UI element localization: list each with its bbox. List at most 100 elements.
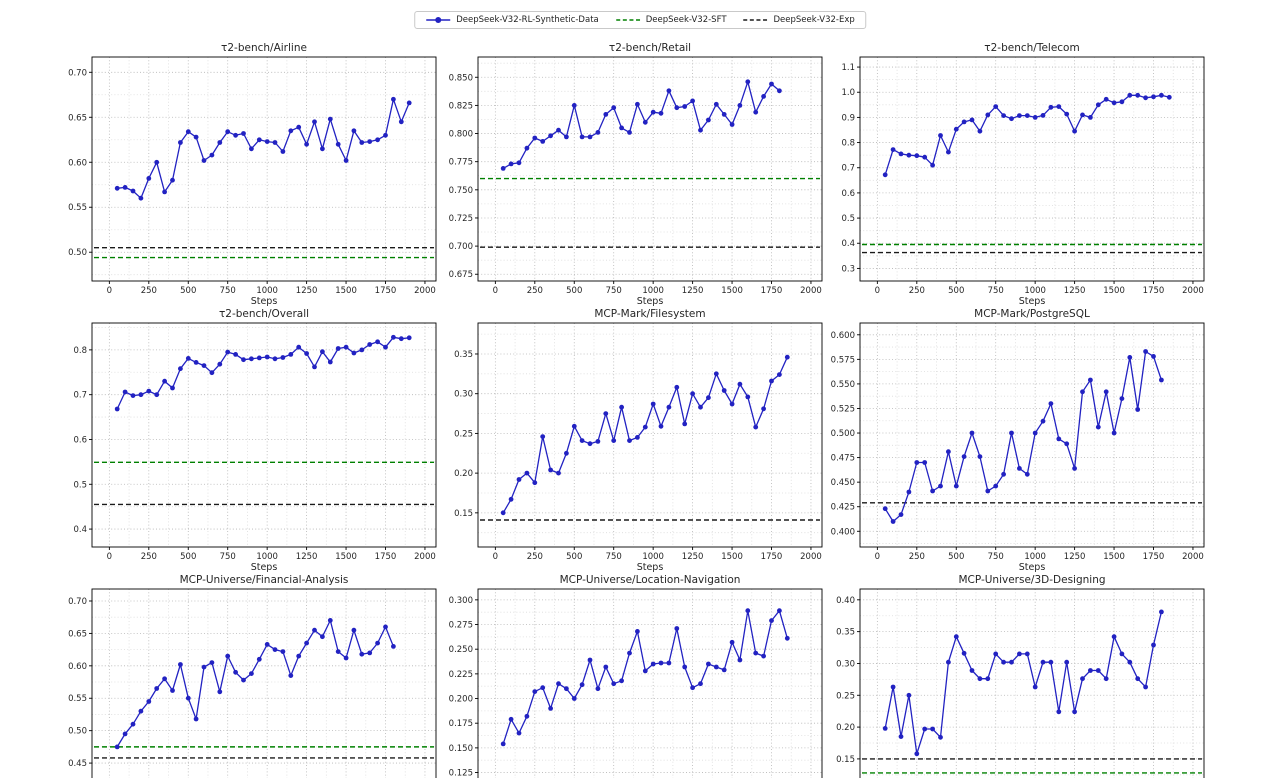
legend: DeepSeek-V32-RL-Synthetic-Data DeepSeek-… (414, 11, 866, 29)
svg-text:1500: 1500 (335, 552, 357, 562)
svg-text:0.525: 0.525 (831, 404, 855, 414)
svg-text:0.5: 0.5 (841, 214, 855, 224)
svg-text:Steps: Steps (251, 562, 278, 573)
svg-text:0.775: 0.775 (449, 158, 473, 168)
svg-text:0.150: 0.150 (449, 744, 473, 754)
svg-text:1250: 1250 (1064, 552, 1086, 562)
svg-text:0.725: 0.725 (449, 214, 473, 224)
svg-text:0.55: 0.55 (68, 203, 87, 213)
svg-text:0.300: 0.300 (449, 596, 473, 606)
svg-text:0.7: 0.7 (841, 164, 855, 174)
chart-mcp-mark-filesystem: 0 250 500 750 1000 1250 1500 1750 2000 0.15 0.20 0.… (430, 307, 826, 573)
svg-text:1750: 1750 (1143, 552, 1165, 562)
svg-text:0.8: 0.8 (73, 346, 87, 356)
svg-text:0.25: 0.25 (454, 429, 473, 439)
svg-text:2000: 2000 (1182, 286, 1204, 296)
svg-text:1500: 1500 (1103, 552, 1125, 562)
svg-text:0.4: 0.4 (841, 239, 855, 249)
svg-text:250: 250 (909, 286, 925, 296)
svg-text:500: 500 (180, 286, 196, 296)
svg-text:0.45: 0.45 (68, 759, 87, 769)
svg-text:1750: 1750 (1143, 286, 1165, 296)
svg-text:0.6: 0.6 (841, 189, 855, 199)
chart-mcp-universe-financial-analysis: 0250500750100012501500175020000.450.500.… (44, 573, 440, 778)
dashed-line-sample-icon (743, 19, 768, 21)
svg-text:0.35: 0.35 (454, 350, 473, 360)
svg-text:MCP-Mark/PostgreSQL: MCP-Mark/PostgreSQL (974, 308, 1090, 320)
svg-text:0: 0 (875, 286, 880, 296)
svg-text:τ2-bench/Telecom: τ2-bench/Telecom (984, 42, 1079, 54)
svg-text:MCP-Universe/3D-Designing: MCP-Universe/3D-Designing (958, 574, 1105, 586)
svg-text:250: 250 (527, 286, 543, 296)
svg-text:Steps: Steps (1019, 562, 1046, 573)
svg-text:1000: 1000 (642, 552, 664, 562)
svg-text:0.20: 0.20 (836, 723, 855, 733)
legend-item-exp: DeepSeek-V32-Exp (743, 15, 855, 25)
svg-text:0.60: 0.60 (68, 158, 87, 168)
svg-text:Steps: Steps (1019, 296, 1046, 307)
svg-text:750: 750 (220, 552, 236, 562)
svg-text:0.850: 0.850 (449, 73, 473, 83)
svg-text:250: 250 (141, 286, 157, 296)
svg-text:1750: 1750 (375, 286, 397, 296)
svg-text:1000: 1000 (1024, 286, 1046, 296)
svg-text:0.65: 0.65 (68, 113, 87, 123)
svg-text:2000: 2000 (1182, 552, 1204, 562)
svg-text:0.55: 0.55 (68, 694, 87, 704)
svg-text:0.225: 0.225 (449, 670, 473, 680)
svg-text:0.700: 0.700 (449, 242, 473, 252)
svg-text:0.20: 0.20 (454, 469, 473, 479)
legend-label-exp: DeepSeek-V32-Exp (773, 15, 855, 25)
svg-text:0.275: 0.275 (449, 621, 473, 631)
svg-text:0.400: 0.400 (831, 527, 855, 537)
svg-text:500: 500 (180, 552, 196, 562)
legend-label-sft: DeepSeek-V32-SFT (645, 15, 727, 25)
line-marker-sample-icon (426, 17, 451, 23)
svg-text:0.50: 0.50 (68, 727, 87, 737)
svg-text:2000: 2000 (414, 552, 436, 562)
svg-text:0.70: 0.70 (68, 597, 87, 607)
svg-text:1500: 1500 (721, 286, 743, 296)
svg-text:MCP-Mark/Filesystem: MCP-Mark/Filesystem (594, 308, 705, 320)
svg-text:500: 500 (948, 286, 964, 296)
svg-text:0.125: 0.125 (449, 769, 473, 778)
svg-text:0: 0 (107, 552, 112, 562)
svg-text:0.15: 0.15 (836, 755, 855, 765)
svg-text:1250: 1250 (296, 552, 318, 562)
svg-text:0.40: 0.40 (836, 596, 855, 606)
svg-text:τ2-bench/Retail: τ2-bench/Retail (609, 42, 691, 54)
svg-text:0.800: 0.800 (449, 130, 473, 140)
svg-text:1250: 1250 (1064, 286, 1086, 296)
svg-text:0.7: 0.7 (73, 391, 87, 401)
legend-item-rl-synthetic-data: DeepSeek-V32-RL-Synthetic-Data (425, 15, 599, 25)
svg-text:500: 500 (566, 552, 582, 562)
svg-text:0.425: 0.425 (831, 503, 855, 513)
svg-text:0: 0 (493, 552, 498, 562)
svg-text:0.475: 0.475 (831, 454, 855, 464)
chart-t2-bench-telecom: 0 250 500 750 1000 1250 1500 1750 2000 0.3 0.4 0.5 0… (812, 41, 1208, 307)
svg-text:Steps: Steps (637, 296, 664, 307)
svg-text:1000: 1000 (642, 286, 664, 296)
chart-mcp-mark-postgresql: 0 250 500 750 1000 1250 1500 1750 2000 0.400 0.425… (812, 307, 1208, 573)
svg-text:1250: 1250 (682, 552, 704, 562)
svg-text:MCP-Universe/Location-Navigati: MCP-Universe/Location-Navigation (560, 574, 741, 586)
svg-text:0.3: 0.3 (841, 264, 855, 274)
svg-text:2000: 2000 (414, 286, 436, 296)
svg-text:τ2-bench/Overall: τ2-bench/Overall (219, 308, 309, 320)
chart-t2-bench-airline: 0 250 500 750 1000 1250 1500 1750 2000 0.50 0.55 0.… (44, 41, 440, 307)
svg-text:0.15: 0.15 (454, 509, 473, 519)
svg-text:0.4: 0.4 (73, 525, 87, 535)
svg-text:750: 750 (606, 286, 622, 296)
svg-text:1500: 1500 (721, 552, 743, 562)
svg-text:0.70: 0.70 (68, 68, 87, 78)
svg-text:0: 0 (107, 286, 112, 296)
svg-text:0.50: 0.50 (68, 248, 87, 258)
svg-text:0.8: 0.8 (841, 139, 855, 149)
svg-text:0.30: 0.30 (454, 390, 473, 400)
svg-text:0.25: 0.25 (836, 691, 855, 701)
svg-text:0.60: 0.60 (68, 662, 87, 672)
svg-text:0.30: 0.30 (836, 659, 855, 669)
svg-text:1500: 1500 (1103, 286, 1125, 296)
svg-text:500: 500 (566, 286, 582, 296)
